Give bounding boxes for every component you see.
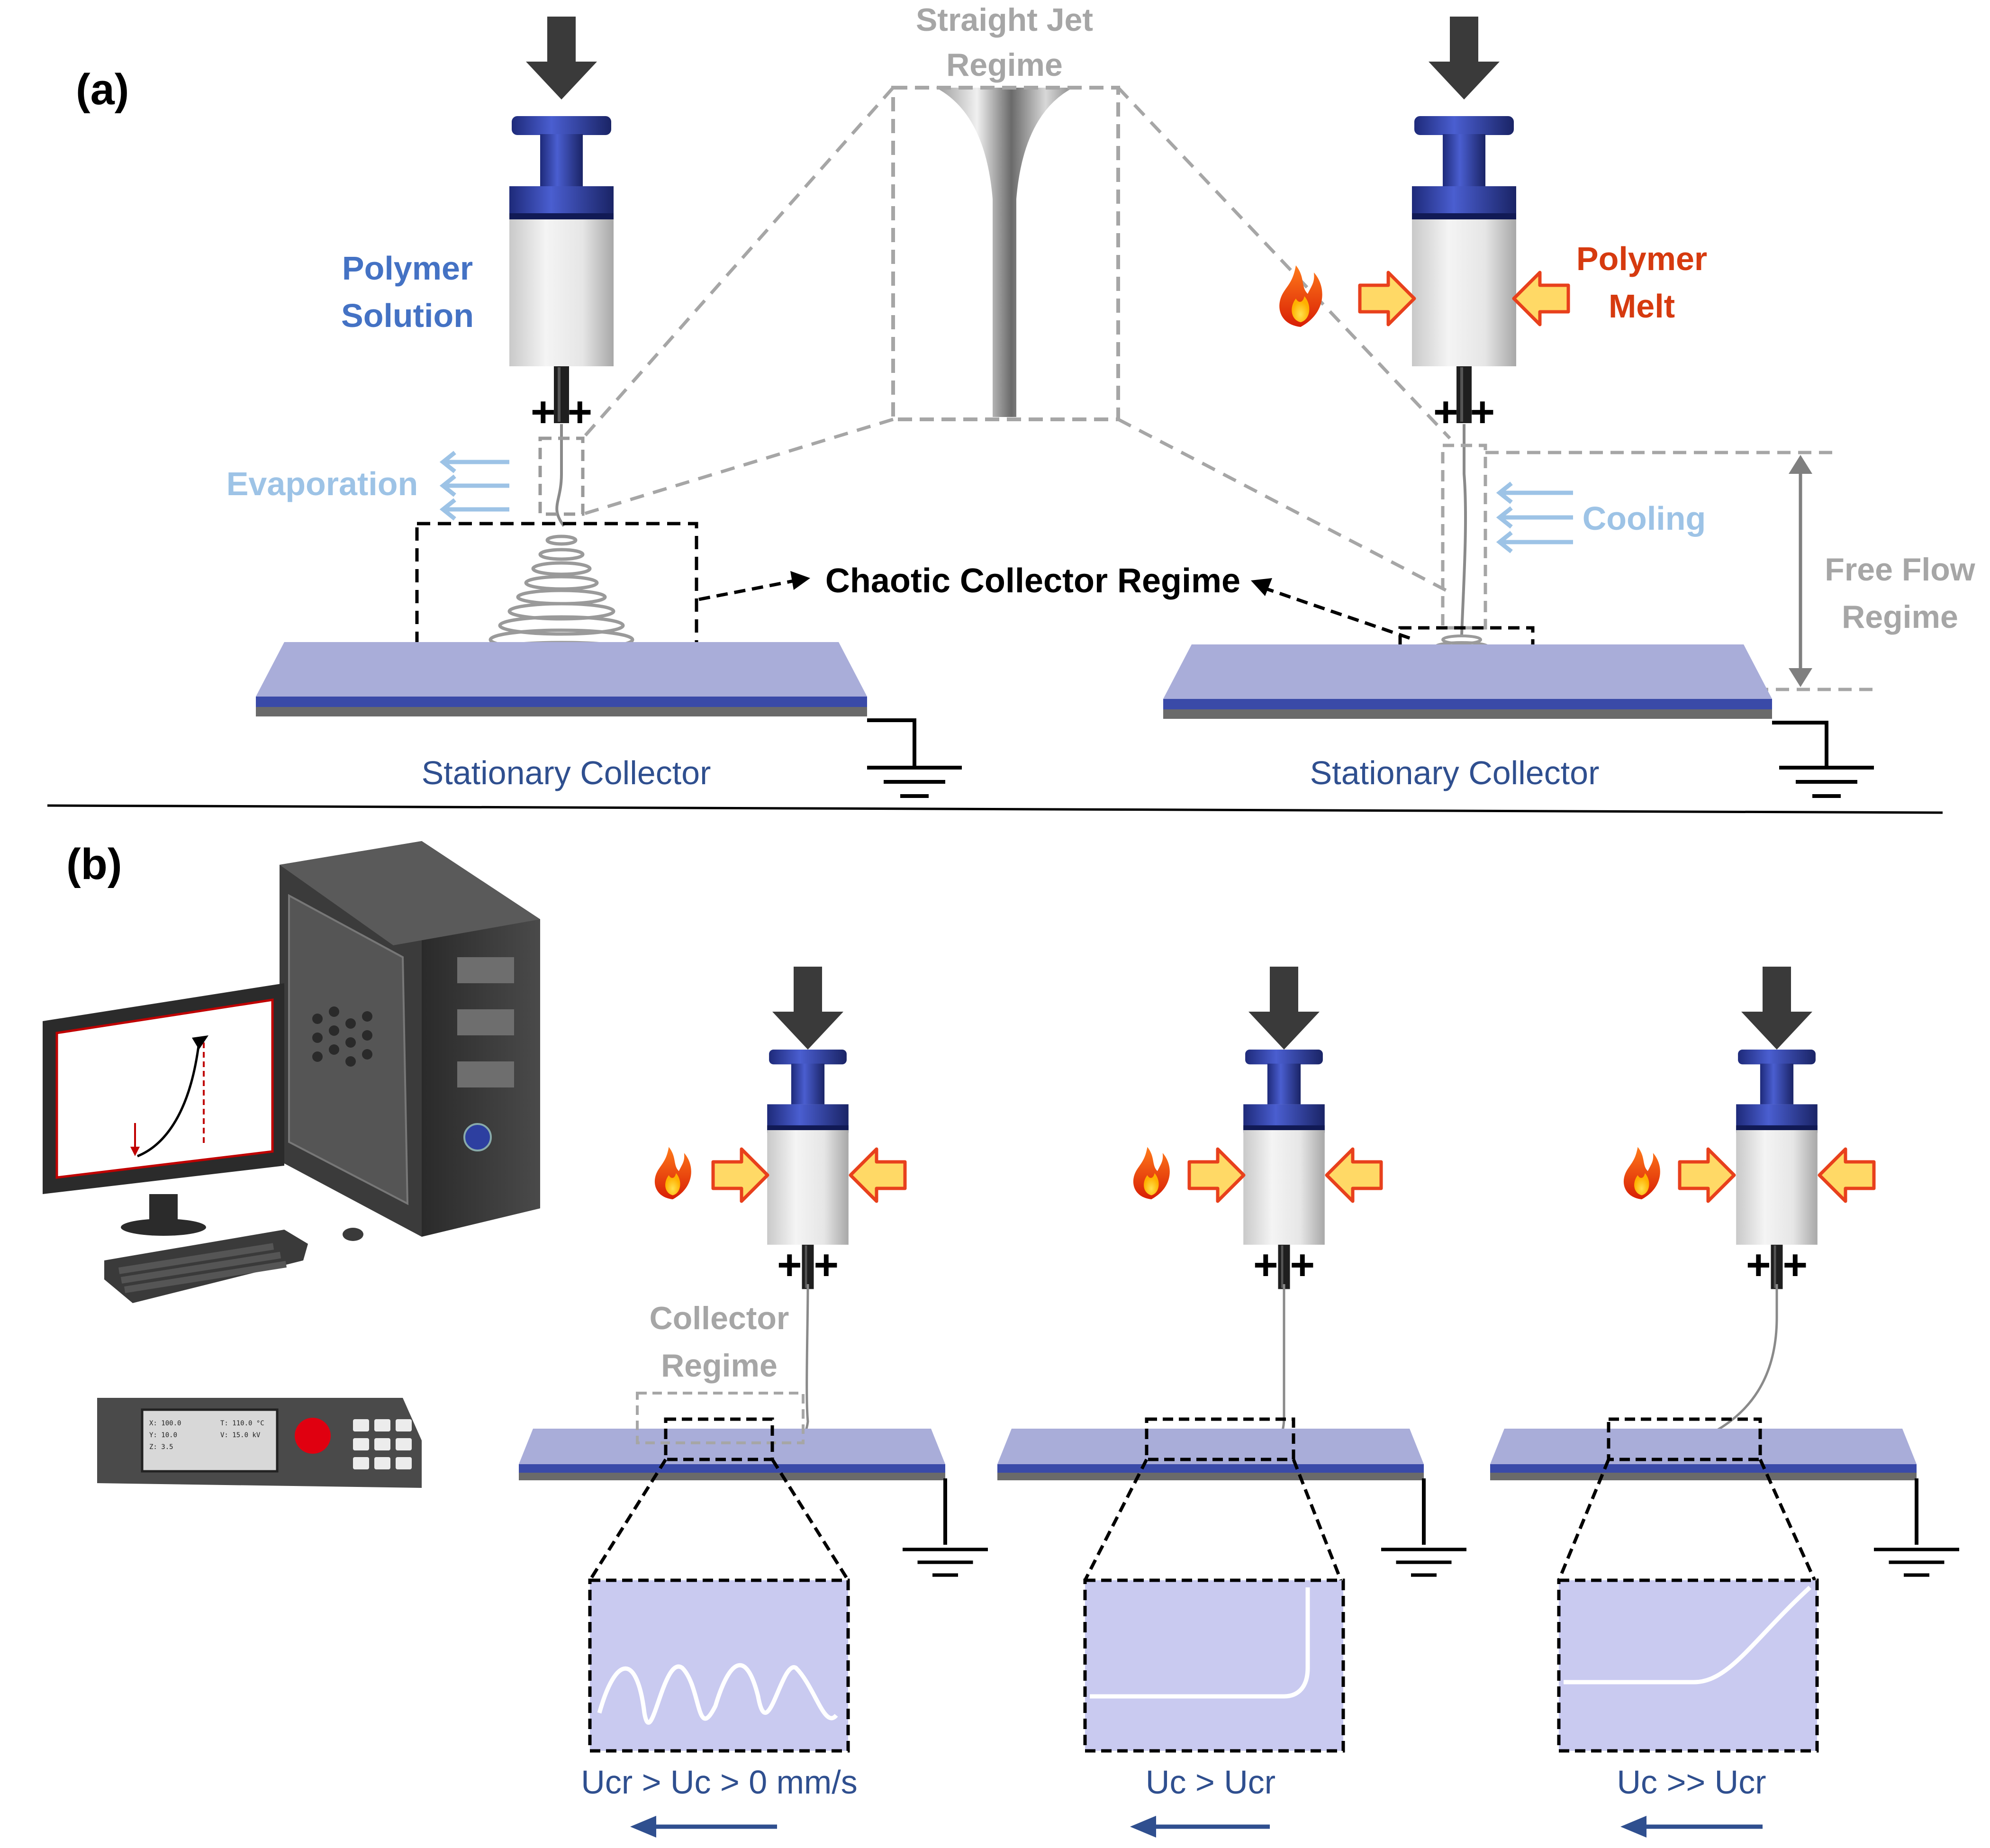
collector-left <box>256 642 962 796</box>
flame-icon-b2 <box>1133 1147 1170 1199</box>
heat-arrow-icon-b3 <box>1680 1149 1734 1201</box>
cooling-label: Cooling <box>1583 500 1706 537</box>
collector-regime-label-1: Collector <box>650 1300 789 1336</box>
heat-arrow-icon-in <box>1514 272 1568 325</box>
down-arrow-icon-b2 <box>1248 967 1320 1050</box>
collector-regime-label-2: Regime <box>661 1348 778 1384</box>
down-arrow-icon-b3 <box>1741 967 1812 1050</box>
readout-y: Y: 10.0 <box>149 1431 177 1439</box>
stage-direction-arrow-2 <box>1130 1816 1270 1838</box>
polarity-b1: + + <box>777 1241 839 1289</box>
readout-t: T: 110.0 °C <box>220 1420 264 1427</box>
cooling-arrows <box>1496 481 1573 553</box>
polymer-solution-label-1: Polymer <box>342 250 473 287</box>
ground-icon-right <box>1779 768 1874 796</box>
free-flow-label-2: Regime <box>1842 599 1958 635</box>
collector-right-label: Stationary Collector <box>1310 754 1600 791</box>
right-syringe <box>1279 17 1568 423</box>
polymer-melt-label-1: Polymer <box>1576 240 1707 277</box>
ground-icon <box>867 768 962 796</box>
heat-arrow-icon <box>1360 272 1414 325</box>
stage-direction-arrow-3 <box>1620 1816 1763 1838</box>
computer-icon <box>43 841 540 1303</box>
panel-label-a: (a) <box>76 65 129 114</box>
evaporation-arrows <box>439 451 509 521</box>
polymer-solution-label-2: Solution <box>341 297 474 334</box>
down-arrow-icon-right <box>1429 17 1500 100</box>
flame-icon <box>1279 265 1322 327</box>
ground-icon-b2 <box>1381 1549 1466 1575</box>
down-arrow-icon-b1 <box>772 967 843 1050</box>
chaotic-arrows <box>698 579 1415 642</box>
condition-1: Ucr > Uc > 0 mm/s <box>581 1764 857 1801</box>
free-flow-label-1: Free Flow <box>1825 552 1975 588</box>
setup-2 <box>997 967 1466 1753</box>
stage-direction-arrow-1 <box>630 1816 777 1838</box>
right-jet <box>1415 424 1508 675</box>
condition-3: Uc >> Ucr <box>1617 1764 1766 1801</box>
setup-1 <box>519 967 988 1753</box>
chaotic-label: Chaotic Collector Regime <box>825 562 1240 600</box>
controller-icon: X: 100.0 Y: 10.0 Z: 3.5 T: 110.0 °C V: 1… <box>97 1398 422 1488</box>
heat-arrow-icon-b2 <box>1189 1149 1244 1201</box>
readout-v: V: 15.0 kV <box>220 1431 261 1439</box>
straight-jet-label-1: Straight Jet <box>916 2 1093 38</box>
ground-icon-b1 <box>903 1549 988 1575</box>
condition-2: Uc > Ucr <box>1146 1764 1275 1801</box>
polarity-b2: + + <box>1253 1241 1315 1289</box>
collector-left-label: Stationary Collector <box>422 754 711 791</box>
left-syringe <box>509 17 614 423</box>
setup-3 <box>1490 967 1959 1753</box>
readout-z: Z: 3.5 <box>149 1443 173 1451</box>
evaporation-label: Evaporation <box>226 465 418 502</box>
heat-arrow-icon-b1 <box>713 1149 768 1201</box>
panel-divider <box>47 804 1943 814</box>
ground-icon-b3 <box>1874 1549 1959 1575</box>
polarity-b3: + + <box>1746 1241 1808 1289</box>
down-arrow-icon <box>526 17 597 100</box>
flame-icon-b1 <box>654 1147 691 1199</box>
readout-x: X: 100.0 <box>149 1420 181 1427</box>
collector-right <box>1163 644 1874 796</box>
jet-zoom-box-left <box>538 436 585 516</box>
panel-label-b: (b) <box>66 840 122 888</box>
jet-zoom-box-right <box>1441 444 1487 630</box>
straight-jet-label-2: Regime <box>946 47 1063 83</box>
flame-icon-b3 <box>1623 1147 1660 1199</box>
polymer-melt-label-2: Melt <box>1609 288 1675 325</box>
straight-jet-zoom <box>581 86 1451 594</box>
